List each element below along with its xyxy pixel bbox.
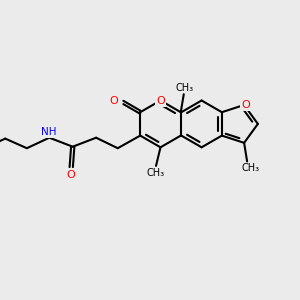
Text: O: O bbox=[241, 100, 250, 110]
Text: O: O bbox=[66, 169, 75, 180]
Text: O: O bbox=[110, 96, 118, 106]
Text: CH₃: CH₃ bbox=[147, 167, 165, 178]
Text: O: O bbox=[156, 95, 165, 106]
Text: CH₃: CH₃ bbox=[241, 163, 259, 173]
Text: NH: NH bbox=[41, 127, 56, 137]
Text: CH₃: CH₃ bbox=[175, 82, 194, 93]
